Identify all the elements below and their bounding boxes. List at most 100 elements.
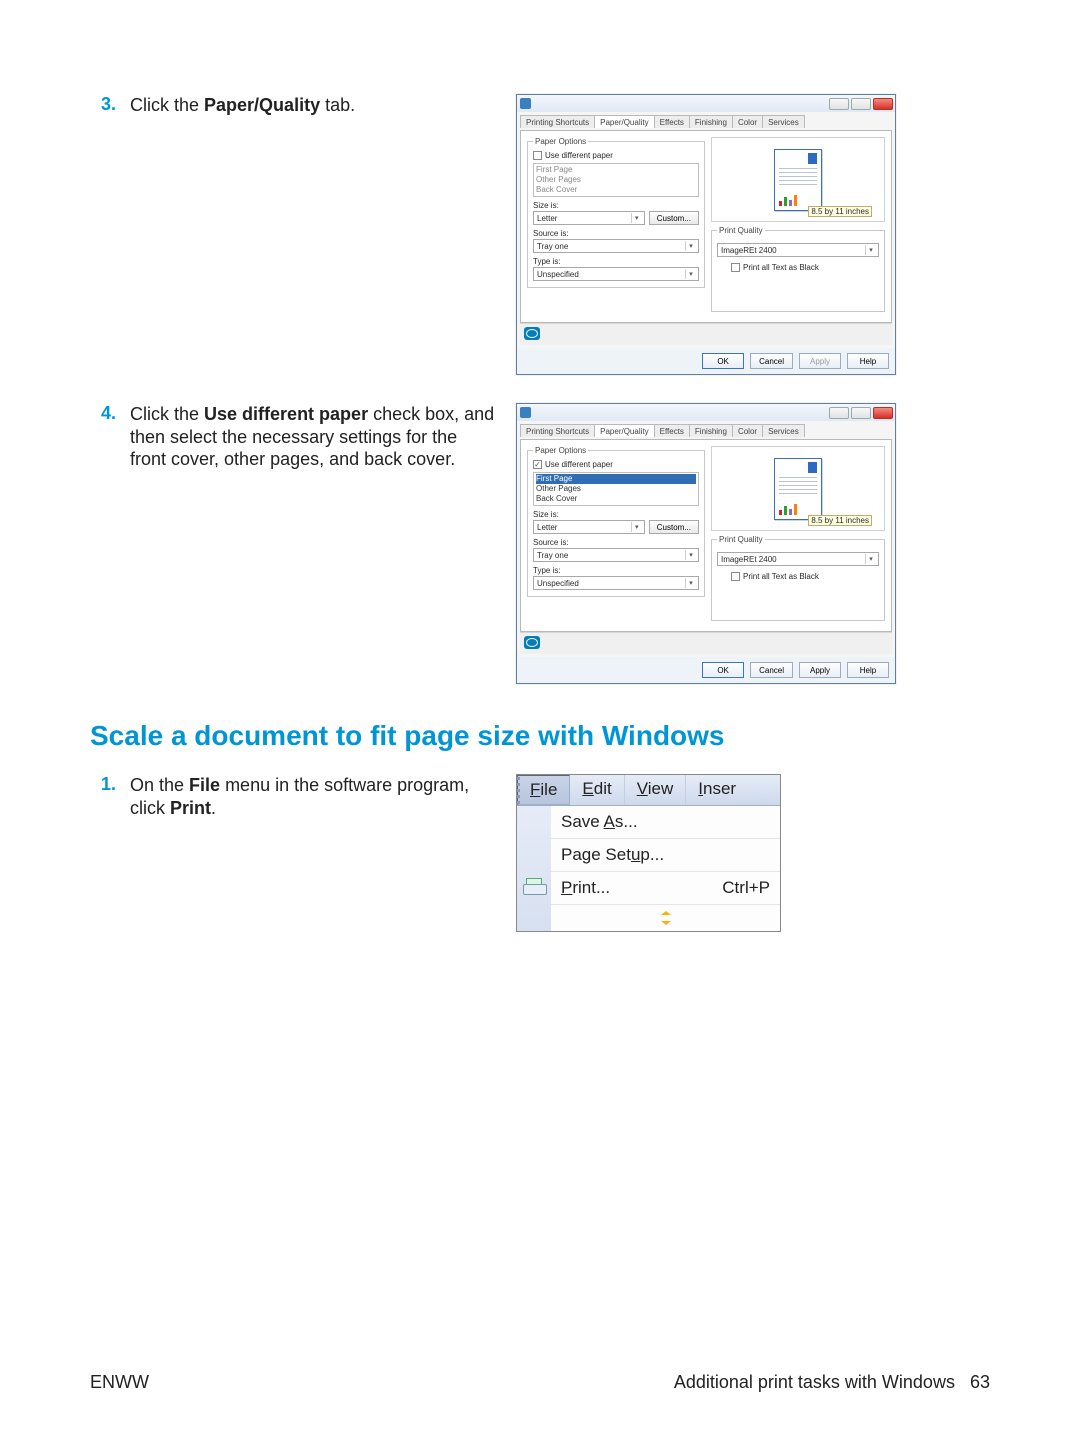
tab-printing-shortcuts[interactable]: Printing Shortcuts (520, 424, 595, 437)
tab-effects[interactable]: Effects (654, 115, 690, 128)
page-footer: ENWW Additional print tasks with Windows… (90, 1372, 990, 1393)
help-button[interactable]: Help (847, 662, 889, 678)
checkbox-icon (731, 572, 740, 581)
print-quality-select[interactable]: ImageREt 2400▾ (717, 552, 879, 566)
chevron-down-icon: ▾ (685, 578, 696, 588)
chevron-down-icon: ▾ (631, 213, 642, 223)
menu-edit[interactable]: Edit (570, 775, 624, 805)
expand-chevron-icon (658, 912, 674, 924)
tab-services[interactable]: Services (762, 115, 805, 128)
menu-view[interactable]: View (625, 775, 687, 805)
menu-edit-rest: dit (594, 779, 612, 798)
tab-paper-quality[interactable]: Paper/Quality (594, 115, 654, 128)
page-list[interactable]: First Page Other Pages Back Cover (533, 163, 699, 197)
apply-button[interactable]: Apply (799, 353, 841, 369)
menu-file-u: F (530, 780, 540, 799)
cancel-button[interactable]: Cancel (750, 353, 793, 369)
type-select[interactable]: Unspecified ▾ (533, 267, 699, 281)
step-b1-post: . (211, 798, 216, 818)
menu-print[interactable]: Print... Ctrl+P (551, 872, 780, 905)
size-select[interactable]: Letter▾ (533, 520, 645, 534)
menubar: File Edit View Inser (517, 775, 780, 806)
h-icon (808, 462, 817, 473)
print-quality-value: ImageREt 2400 (721, 555, 777, 564)
cancel-button[interactable]: Cancel (750, 662, 793, 678)
ok-button[interactable]: OK (702, 662, 744, 678)
checkbox-icon (533, 151, 542, 160)
step-3-pre: Click the (130, 95, 204, 115)
print-black-checkbox[interactable]: Print all Text as Black (731, 572, 879, 581)
close-button[interactable] (873, 98, 893, 110)
custom-button[interactable]: Custom... (649, 520, 699, 534)
save-as-post: s... (615, 812, 638, 831)
step-b1-text: On the File menu in the software program… (130, 774, 516, 819)
section-heading: Scale a document to fit page size with W… (90, 720, 990, 752)
page-other: Other Pages (536, 175, 696, 185)
tab-color[interactable]: Color (732, 115, 763, 128)
menu-page-setup[interactable]: Page Setup... (551, 839, 780, 872)
ok-button[interactable]: OK (702, 353, 744, 369)
page-setup-u: u (631, 845, 640, 864)
print-black-label: Print all Text as Black (743, 572, 819, 581)
menu-insert[interactable]: Inser (686, 775, 748, 805)
minimize-button[interactable] (829, 98, 849, 110)
chevron-down-icon: ▾ (685, 269, 696, 279)
menu-save-as[interactable]: Save As... (551, 806, 780, 839)
maximize-button[interactable] (851, 98, 871, 110)
print-quality-select[interactable]: ImageREt 2400 ▾ (717, 243, 879, 257)
chevron-down-icon: ▾ (865, 245, 876, 255)
apply-button[interactable]: Apply (799, 662, 841, 678)
menu-insert-rest: nser (703, 779, 736, 798)
footer-right: Additional print tasks with Windows 63 (674, 1372, 990, 1393)
menu-expand[interactable] (551, 905, 780, 931)
dialog-buttons: OK Cancel Apply Help (517, 348, 895, 374)
type-value: Unspecified (537, 579, 579, 588)
size-select[interactable]: Letter▾ (533, 211, 645, 225)
type-value: Unspecified (537, 270, 579, 279)
dialog-icon (520, 407, 531, 418)
source-value: Tray one (537, 551, 568, 560)
page-preview: 8.5 by 11 inches (711, 446, 885, 531)
size-value: Letter (537, 523, 557, 532)
source-select[interactable]: Tray one▾ (533, 548, 699, 562)
hp-logo-icon (524, 636, 540, 649)
step-b1-bold1: File (189, 775, 220, 795)
page-other[interactable]: Other Pages (536, 484, 696, 494)
paper-options-group: Paper Options Use different paper First … (527, 446, 705, 597)
page-back[interactable]: Back Cover (536, 494, 696, 504)
page-preview: 8.5 by 11 inches (711, 137, 885, 222)
checkbox-icon (731, 263, 740, 272)
help-button[interactable]: Help (847, 353, 889, 369)
print-quality-group: Print Quality ImageREt 2400▾ Print all T… (711, 535, 885, 621)
tab-services[interactable]: Services (762, 424, 805, 437)
print-black-checkbox[interactable]: Print all Text as Black (731, 263, 879, 272)
use-different-paper-checkbox[interactable]: Use different paper (533, 460, 699, 469)
size-label: Size is: (533, 510, 699, 519)
page-first-selected[interactable]: First Page (536, 474, 696, 484)
step-3-bold: Paper/Quality (204, 95, 320, 115)
source-label: Source is: (533, 538, 699, 547)
minimize-button[interactable] (829, 407, 849, 419)
tab-printing-shortcuts[interactable]: Printing Shortcuts (520, 115, 595, 128)
tab-finishing[interactable]: Finishing (689, 424, 733, 437)
page-list[interactable]: First Page Other Pages Back Cover (533, 472, 699, 506)
tab-color[interactable]: Color (732, 424, 763, 437)
footer-left: ENWW (90, 1372, 149, 1393)
maximize-button[interactable] (851, 407, 871, 419)
close-button[interactable] (873, 407, 893, 419)
source-select[interactable]: Tray one▾ (533, 239, 699, 253)
tabstrip: Printing Shortcuts Paper/Quality Effects… (520, 424, 892, 437)
type-select[interactable]: Unspecified ▾ (533, 576, 699, 590)
menu-file[interactable]: File (517, 775, 570, 805)
print-quality-group: Print Quality ImageREt 2400▾ Print all T… (711, 226, 885, 312)
custom-button[interactable]: Custom... (649, 211, 699, 225)
tab-paper-quality[interactable]: Paper/Quality (594, 424, 654, 437)
paper-quality-dialog-2: Printing Shortcuts Paper/Quality Effects… (516, 403, 896, 684)
tab-effects[interactable]: Effects (654, 424, 690, 437)
step-4-pre: Click the (130, 404, 204, 424)
use-different-paper-checkbox[interactable]: Use different paper (533, 151, 699, 160)
print-quality-value: ImageREt 2400 (721, 246, 777, 255)
page-setup-pre: Page Set (561, 845, 631, 864)
print-black-label: Print all Text as Black (743, 263, 819, 272)
tab-finishing[interactable]: Finishing (689, 115, 733, 128)
